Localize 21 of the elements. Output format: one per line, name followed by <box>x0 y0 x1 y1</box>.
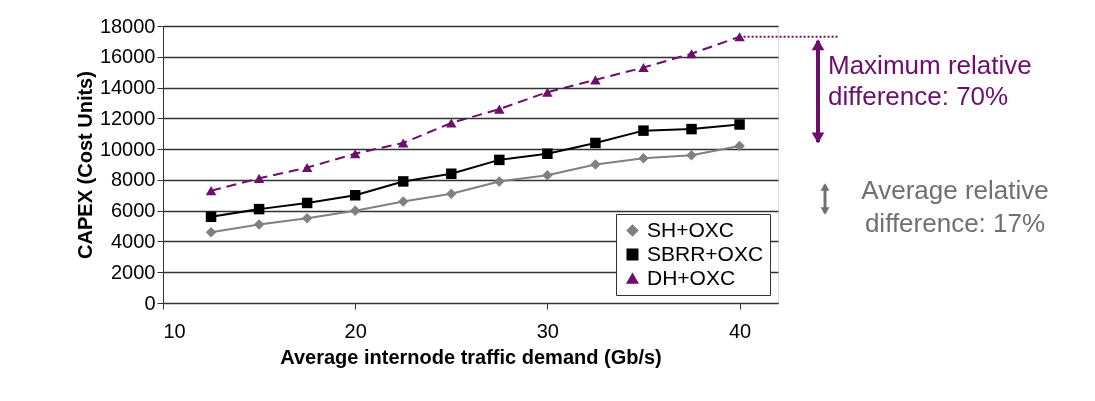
y-tick-label: 10000 <box>99 137 156 160</box>
x-axis-title: Average internode traffic demand (Gb/s) <box>280 345 662 368</box>
x-tick-label: 20 <box>344 319 367 342</box>
x-tick-label: 30 <box>536 319 559 342</box>
y-tick-label: 8000 <box>111 168 156 191</box>
y-tick-label: 0 <box>144 291 156 314</box>
y-tick-label: 18000 <box>99 14 156 37</box>
annotation: Maximum relative difference: 70% <box>828 49 1032 111</box>
y-tick-label: 12000 <box>99 106 156 129</box>
x-tick-label: 40 <box>728 319 752 342</box>
y-axis-title: CAPEX (Cost Units) <box>73 71 96 259</box>
y-tick-label: 16000 <box>99 45 156 68</box>
y-tick-label: 6000 <box>111 199 156 222</box>
legend-label: SH+OXC <box>647 217 734 241</box>
legend-label: SBRR+OXC <box>647 241 764 265</box>
legend-label: DH+OXC <box>647 265 736 289</box>
y-tick-label: 4000 <box>111 229 156 252</box>
y-tick-label: 14000 <box>99 76 156 99</box>
y-tick-label: 2000 <box>111 260 156 283</box>
text: Average relative difference: 17% <box>861 175 1049 238</box>
x-tick-label: 10 <box>163 319 186 342</box>
